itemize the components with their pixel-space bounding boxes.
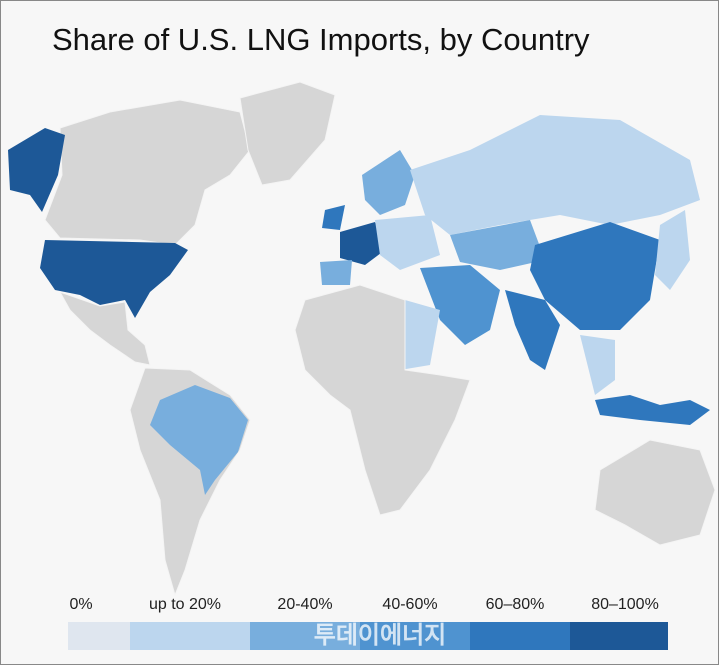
legend-label: 60–80% — [486, 596, 545, 613]
china — [530, 222, 660, 330]
legend-swatch — [470, 622, 570, 650]
legend-swatch — [130, 622, 250, 650]
egypt-region — [400, 300, 440, 370]
uk — [322, 205, 345, 230]
southeast-asia — [580, 335, 615, 395]
world-map — [8, 81, 716, 597]
legend-label: 80–100% — [591, 596, 659, 613]
legend-label: 40-60% — [382, 596, 437, 613]
legend-swatch — [250, 622, 360, 650]
title: Share of U.S. LNG Imports, by Country — [52, 22, 590, 57]
legend-label: up to 20% — [149, 596, 221, 613]
usa — [40, 240, 188, 318]
legend-swatch — [570, 622, 668, 650]
france-germany — [340, 222, 385, 265]
canada — [44, 99, 251, 246]
legend-swatch — [360, 622, 470, 650]
legend: 0% up to 20% 20-40% 40-60% 60–80% 80–100% 투데이에… — [68, 596, 668, 650]
brazil — [150, 385, 248, 495]
eastern-europe — [375, 215, 440, 270]
alaska — [8, 128, 65, 212]
russia — [410, 115, 700, 235]
legend-label: 20-40% — [277, 596, 332, 613]
iberia — [320, 260, 352, 285]
central-asia — [450, 220, 545, 270]
watermark: 투데이에너지 — [314, 621, 446, 649]
indonesia — [595, 395, 710, 425]
africa — [294, 284, 471, 516]
australia — [594, 439, 716, 546]
india — [505, 290, 560, 370]
greenland — [239, 81, 336, 186]
middle-east — [420, 265, 500, 345]
mexico — [58, 291, 151, 366]
scandinavia — [362, 150, 415, 215]
legend-swatch — [68, 622, 130, 650]
legend-label: 0% — [69, 596, 92, 613]
japan — [655, 210, 690, 290]
